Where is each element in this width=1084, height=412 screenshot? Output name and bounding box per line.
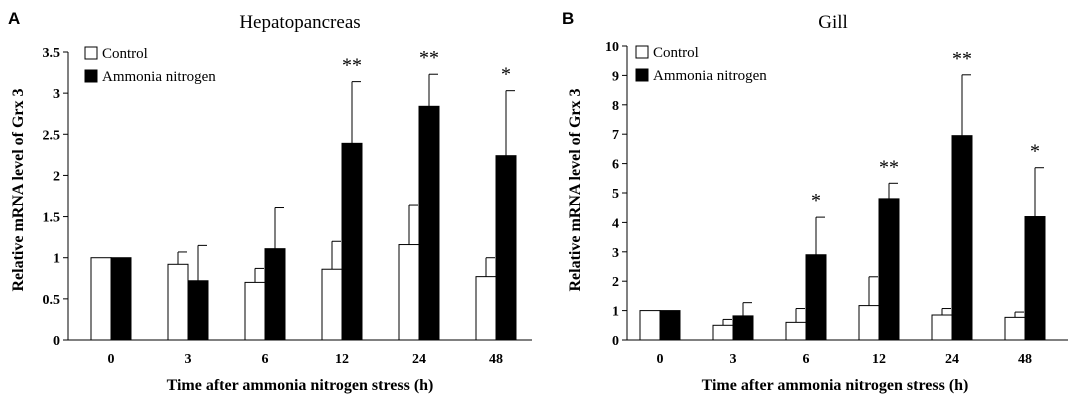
bar-control [1004, 316, 1026, 341]
legend-label: Control [653, 45, 699, 61]
bar-control [398, 244, 420, 341]
legend-swatch [635, 68, 649, 82]
plot-area-a: 0 0.5 1 1.5 2 2.5 3 3.5 0 3 6 12 ** 24 ** 48 * Control Amm… [43, 46, 532, 367]
bar-ammonia-nitrogen [418, 105, 440, 341]
x-tick-label: 12 [335, 352, 349, 367]
bar-ammonia-nitrogen [495, 155, 517, 341]
x-tick-label: 24 [412, 352, 426, 367]
x-tick-label: 0 [657, 352, 664, 367]
bar-control [931, 314, 953, 341]
bar-ammonia-nitrogen [659, 310, 681, 341]
legend-label: Control [102, 46, 148, 62]
chart-panel-b: B Gill Time after ammonia nitrogen stres… [562, 9, 1068, 394]
bar-control [858, 305, 880, 341]
chart-panel-a: A Hepatopancreas Time after ammonia nitr… [8, 9, 532, 394]
bar-control [475, 276, 497, 341]
panel-letter-a: A [8, 9, 20, 28]
y-axis-title-b: Relative mRNA level of Grx 3 [567, 88, 584, 291]
y-tick-label: 3.5 [43, 46, 61, 61]
y-tick-label: 1 [53, 252, 60, 267]
bar-ammonia-nitrogen [264, 248, 286, 341]
y-tick-label: 0 [612, 334, 619, 349]
y-tick-label: 1 [612, 305, 619, 320]
y-tick-label: 3 [612, 246, 619, 261]
bar-control [639, 310, 661, 341]
y-tick-label: 0.5 [43, 293, 61, 308]
significance-marker: ** [879, 156, 899, 178]
bar-control [167, 263, 189, 341]
x-tick-label: 48 [1018, 352, 1032, 367]
y-tick-label: 2 [612, 275, 619, 290]
bar-ammonia-nitrogen [878, 198, 900, 341]
panel-letter-b: B [562, 9, 574, 28]
significance-marker: * [501, 64, 511, 86]
y-tick-label: 0 [53, 334, 60, 349]
y-tick-label: 9 [612, 69, 619, 84]
bar-ammonia-nitrogen [341, 142, 363, 341]
y-tick-label: 5 [612, 187, 619, 202]
x-tick-label: 48 [489, 352, 503, 367]
y-tick-label: 10 [605, 40, 619, 55]
x-tick-label: 0 [108, 352, 115, 367]
y-tick-label: 2.5 [43, 128, 61, 143]
y-tick-label: 8 [612, 99, 619, 114]
y-tick-label: 4 [612, 216, 619, 231]
y-tick-label: 6 [612, 158, 619, 173]
bar-ammonia-nitrogen [805, 254, 827, 341]
x-tick-label: 3 [185, 352, 192, 367]
y-tick-label: 2 [53, 169, 60, 184]
bar-ammonia-nitrogen [187, 280, 209, 341]
significance-marker: ** [952, 48, 972, 70]
legend-label: Ammonia nitrogen [653, 68, 767, 84]
bar-control [321, 268, 343, 341]
significance-marker: ** [342, 55, 362, 77]
significance-marker: ** [419, 47, 439, 69]
bar-control [244, 281, 266, 341]
x-tick-label: 24 [945, 352, 959, 367]
legend-swatch [84, 46, 98, 60]
x-axis-title-b: Time after ammonia nitrogen stress (h) [702, 377, 969, 394]
chart-title-b: Gill [818, 12, 848, 33]
x-tick-label: 6 [803, 352, 810, 367]
legend-swatch [84, 69, 98, 83]
x-tick-label: 6 [262, 352, 269, 367]
bar-ammonia-nitrogen [732, 315, 754, 341]
bar-control [785, 321, 807, 341]
y-axis-title-a: Relative mRNA level of Grx 3 [10, 88, 27, 291]
bar-control [712, 324, 734, 341]
legend-swatch [635, 45, 649, 59]
x-tick-label: 12 [872, 352, 886, 367]
y-tick-label: 3 [53, 87, 60, 102]
legend-label: Ammonia nitrogen [102, 69, 216, 85]
significance-marker: * [1030, 141, 1040, 163]
bar-ammonia-nitrogen [951, 135, 973, 341]
x-axis-title-a: Time after ammonia nitrogen stress (h) [167, 377, 434, 394]
y-tick-label: 7 [612, 128, 619, 143]
significance-marker: * [811, 190, 821, 212]
y-tick-label: 1.5 [43, 211, 61, 226]
bar-ammonia-nitrogen [110, 257, 132, 341]
bar-control [90, 257, 112, 341]
x-tick-label: 3 [730, 352, 737, 367]
chart-title-a: Hepatopancreas [239, 12, 360, 33]
bar-ammonia-nitrogen [1024, 216, 1046, 341]
